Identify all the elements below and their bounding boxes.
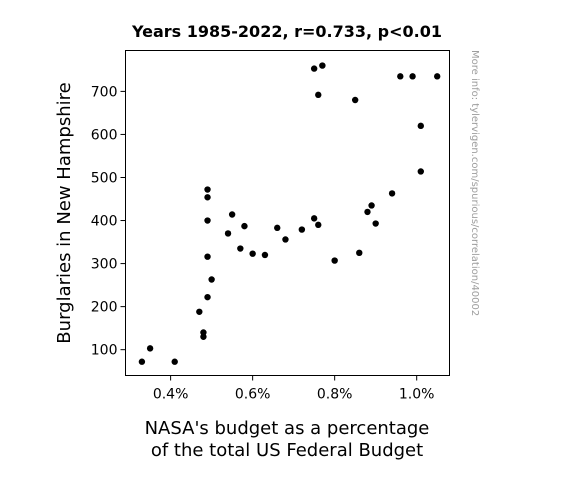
data-point	[196, 308, 203, 315]
data-point	[351, 96, 359, 104]
chart-title: Years 1985-2022, r=0.733, p<0.01	[131, 22, 442, 41]
data-points	[138, 62, 441, 365]
data-point	[171, 358, 178, 365]
y-tick-label: 600	[91, 127, 118, 143]
data-point	[224, 230, 232, 237]
data-point	[208, 276, 215, 283]
data-point	[364, 208, 371, 216]
plot-area-frame	[125, 50, 450, 376]
x-tick-label: 0.8%	[317, 387, 353, 403]
x-axis: 0.4% 0.6% 0.8% 1.0%	[153, 375, 435, 403]
data-point	[204, 194, 211, 201]
y-axis: 100 200 300 400 500 600 700	[91, 84, 126, 359]
y-tick-label: 500	[91, 170, 118, 186]
data-point	[204, 293, 211, 301]
data-point	[249, 250, 256, 257]
data-point	[356, 249, 363, 257]
data-point	[433, 73, 441, 80]
data-point	[282, 236, 289, 243]
x-tick-label: 0.4%	[153, 387, 189, 403]
data-point	[204, 217, 211, 224]
data-point	[315, 91, 322, 99]
y-tick-label: 700	[91, 84, 118, 100]
data-point	[241, 222, 248, 230]
data-point	[331, 257, 338, 264]
data-point	[138, 358, 146, 365]
data-point	[298, 226, 306, 233]
data-point	[372, 220, 379, 227]
data-point	[204, 253, 211, 260]
data-point	[388, 190, 396, 197]
y-axis-label: Burglaries in New Hampshire	[54, 82, 75, 343]
data-point	[315, 221, 322, 229]
data-point	[319, 62, 326, 69]
data-point	[368, 202, 375, 209]
data-point	[200, 333, 207, 340]
y-tick-label: 400	[91, 214, 118, 230]
data-point	[146, 345, 154, 352]
data-point	[261, 251, 269, 259]
x-tick-label: 1.0%	[399, 387, 435, 403]
data-point	[204, 186, 211, 193]
x-axis-label-line-1: NASA's budget as a percentage	[145, 418, 430, 439]
data-point	[237, 245, 244, 252]
data-point	[274, 224, 281, 232]
y-tick-label: 200	[91, 300, 118, 316]
data-point	[417, 168, 424, 175]
data-point	[310, 215, 318, 222]
y-tick-label: 300	[91, 257, 118, 273]
data-point	[228, 211, 236, 218]
data-point	[417, 122, 424, 130]
x-axis-label-line-2: of the total US Federal Budget	[151, 440, 423, 461]
y-tick-label: 100	[91, 343, 118, 359]
data-point	[310, 65, 318, 72]
data-point	[409, 73, 416, 80]
x-tick-label: 0.6%	[235, 387, 271, 403]
data-point	[397, 73, 404, 80]
watermark-text: More info: tylervigen.com/spurious/corre…	[469, 50, 480, 316]
